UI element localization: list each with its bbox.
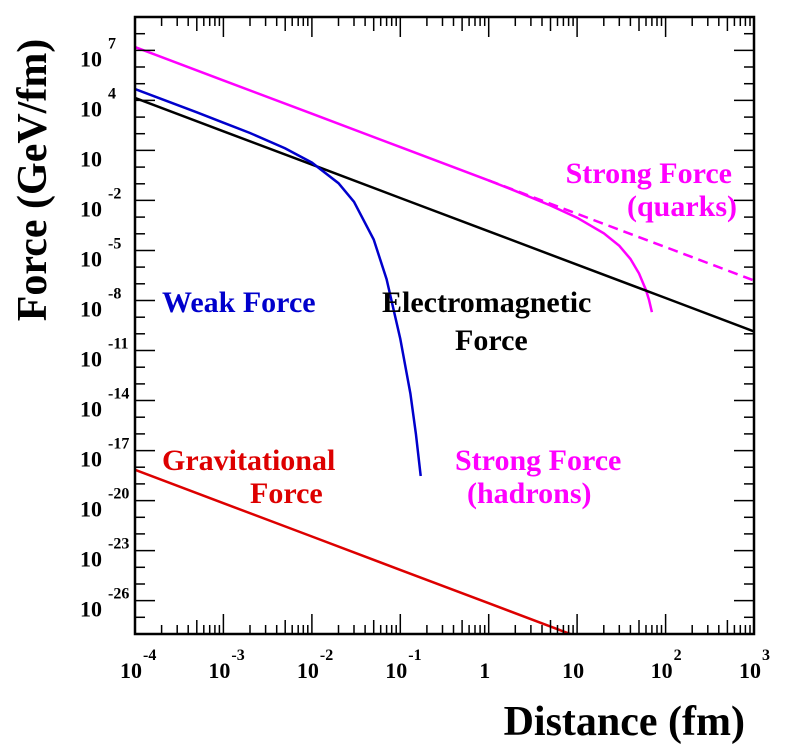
label-layer: 10-410-310-210-11 10 1021031071041010-210-… [80, 35, 770, 683]
y-tick-exponent: -5 [108, 236, 121, 253]
y-tick-exponent: -20 [108, 486, 129, 503]
annotation-em-2: Force [455, 324, 528, 357]
x-tick-label: 10 [739, 658, 761, 683]
y-tick-label: 10 [80, 347, 102, 372]
y-tick-label: 10 [80, 447, 102, 472]
series-line-3 [135, 87, 422, 477]
y-tick-label: 10 [80, 547, 102, 572]
y-tick-exponent: 4 [108, 85, 116, 102]
y-axis-title: Force (GeV/fm) [10, 39, 56, 322]
x-tick-label: 10 [562, 658, 584, 683]
y-tick-exponent: -14 [108, 386, 129, 403]
y-tick-label: 10 [80, 497, 102, 522]
tick-layer [134, 16, 754, 635]
annotation-grav-2: Force [250, 477, 323, 510]
y-tick-label: 10 [80, 196, 102, 221]
y-tick-exponent: 7 [108, 35, 116, 52]
x-tick-exponent: -4 [143, 647, 156, 664]
y-tick-label: 10 [80, 397, 102, 422]
annotation-layer: Strong Force(quarks)Weak Force Electromag… [162, 157, 737, 510]
y-tick-exponent: -11 [108, 336, 128, 353]
x-tick-label: 10 [120, 658, 142, 683]
y-tick-label: 10 [80, 597, 102, 622]
x-axis-title: Distance (fm) [504, 699, 745, 745]
x-tick-exponent: -3 [231, 647, 244, 664]
annotation-strong-hadrons-1: Strong Force [455, 444, 621, 477]
plot-frame [133, 15, 756, 636]
annotation-grav-1: Gravitational [162, 444, 335, 477]
y-tick-exponent: -26 [108, 586, 129, 603]
y-tick-label: 10 [80, 96, 102, 121]
annotation-em-1: Electromagnetic [382, 286, 591, 319]
series-line-4 [135, 468, 574, 634]
x-tick-exponent: 3 [762, 647, 770, 664]
x-tick-label: 10 [297, 658, 319, 683]
annotation-strong-hadrons-2: (hadrons) [467, 477, 591, 510]
y-tick-exponent: -8 [108, 286, 121, 303]
x-tick-label: 10 [208, 658, 230, 683]
annotation-strong-quarks-2: (quarks) [627, 190, 737, 223]
x-tick-label: 10 [385, 658, 407, 683]
x-tick-exponent: -2 [320, 647, 333, 664]
y-tick-exponent: -23 [108, 536, 129, 553]
y-tick-label: 10 [80, 247, 102, 272]
annotation-weak: Weak Force [162, 286, 316, 319]
y-tick-label: 10 [80, 297, 102, 322]
y-tick-exponent: -17 [108, 436, 129, 453]
series-line-2 [135, 96, 754, 333]
y-tick-exponent: -2 [108, 185, 121, 202]
series-line-1 [135, 45, 654, 313]
x-tick-label: 1 [479, 658, 490, 683]
y-tick-label: 10 [80, 46, 102, 71]
annotation-strong-quarks-1: Strong Force [566, 157, 732, 190]
x-tick-exponent: 2 [674, 647, 682, 664]
series-layer [135, 45, 754, 634]
x-tick-label: 10 [651, 658, 673, 683]
y-tick-label: 10 [80, 146, 102, 171]
x-tick-exponent: -1 [408, 647, 421, 664]
